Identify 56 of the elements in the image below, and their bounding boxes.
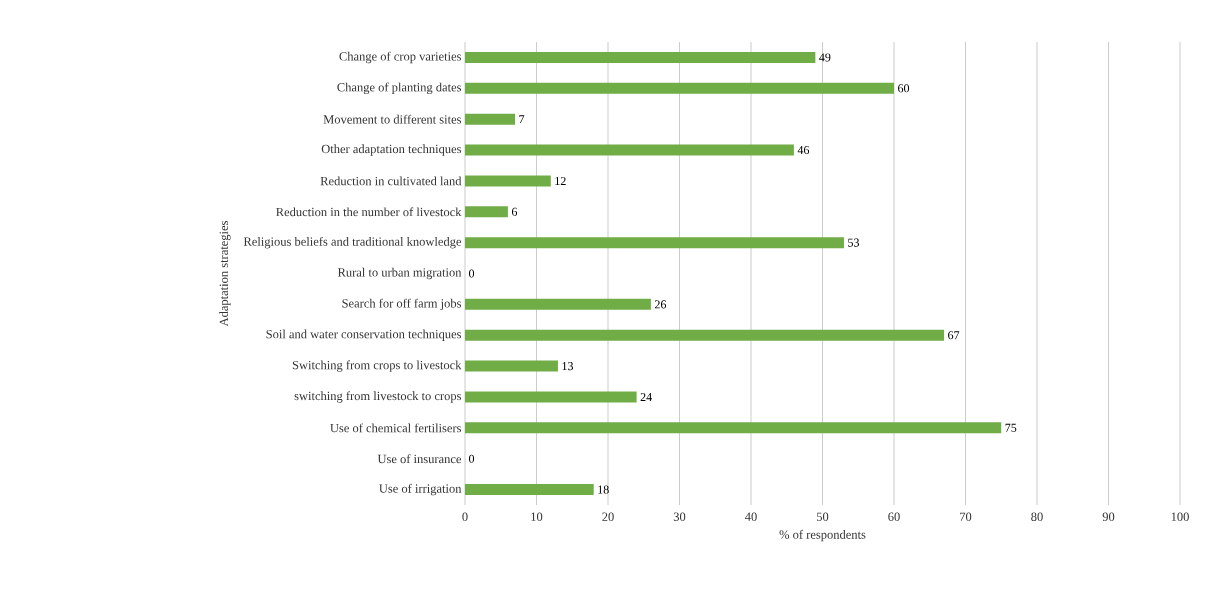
x-tick-label: 60	[888, 512, 900, 521]
bar	[465, 237, 844, 249]
bar	[465, 391, 637, 403]
bar	[465, 329, 945, 341]
data-label: 49	[819, 53, 831, 62]
data-label: 46	[797, 146, 810, 155]
data-label: 67	[948, 331, 960, 340]
data-label: 0	[468, 454, 475, 463]
x-tick-label: 70	[960, 512, 972, 521]
data-label: 13	[562, 362, 574, 371]
y-tick-label: Use of chemical fertilisers	[330, 423, 462, 433]
x-tick-label: 90	[1102, 512, 1115, 521]
x-tick-label: 50	[816, 512, 829, 521]
bar	[465, 360, 558, 372]
bar	[465, 82, 895, 94]
x-tick-label: 40	[745, 512, 757, 521]
bar	[465, 175, 551, 187]
y-axis-title: Adaptation strategies	[219, 221, 231, 327]
data-label: 75	[1005, 423, 1017, 432]
y-tick-label: switching from livestock to crops	[294, 391, 462, 403]
y-tick-label: Switching from crops to livestock	[292, 360, 462, 372]
data-label: 53	[848, 238, 860, 247]
x-tick-label: 80	[1031, 512, 1043, 521]
bar	[465, 422, 1002, 434]
data-label: 12	[555, 176, 566, 185]
data-label: 7	[519, 115, 525, 124]
y-tick-label: Change of crop varieties	[339, 51, 462, 64]
y-tick-label: Change of planting dates	[337, 82, 462, 95]
data-label: 18	[598, 485, 609, 494]
y-tick-label: Use of irrigation	[379, 483, 462, 496]
y-tick-label: Movement to different sites	[323, 114, 462, 124]
data-label: 26	[654, 300, 667, 309]
data-label: 24	[640, 392, 652, 401]
y-tick-label: Other adaptation techniques	[321, 144, 462, 156]
y-tick-label: Religious beliefs and traditional knowledge	[243, 236, 462, 249]
y-tick-label: Search for off farm jobs	[342, 298, 462, 311]
bar	[465, 113, 516, 125]
x-axis-title: % of respondents	[779, 529, 866, 542]
data-label: 0	[468, 269, 475, 278]
data-label: 6	[511, 207, 518, 216]
y-tick-label: Reduction in cultivated land	[320, 176, 462, 186]
bar	[465, 298, 651, 310]
y-tick-label: Use of insurance	[377, 454, 462, 464]
x-tick-label: 100	[1171, 512, 1189, 521]
data-label: 60	[898, 84, 910, 93]
bar	[465, 484, 594, 496]
bar	[465, 144, 794, 156]
y-tick-label: Rural to urban migration	[337, 267, 462, 280]
x-tick-label: 10	[531, 512, 543, 521]
x-tick-label: 20	[602, 512, 614, 521]
x-tick-label: 0	[462, 512, 468, 521]
y-tick-label: Reduction in the number of livestock	[276, 207, 462, 217]
y-tick-label: Soil and water conservation techniques	[266, 329, 462, 341]
x-tick-label: 30	[673, 512, 686, 521]
bar	[465, 51, 816, 63]
bar	[465, 206, 508, 218]
